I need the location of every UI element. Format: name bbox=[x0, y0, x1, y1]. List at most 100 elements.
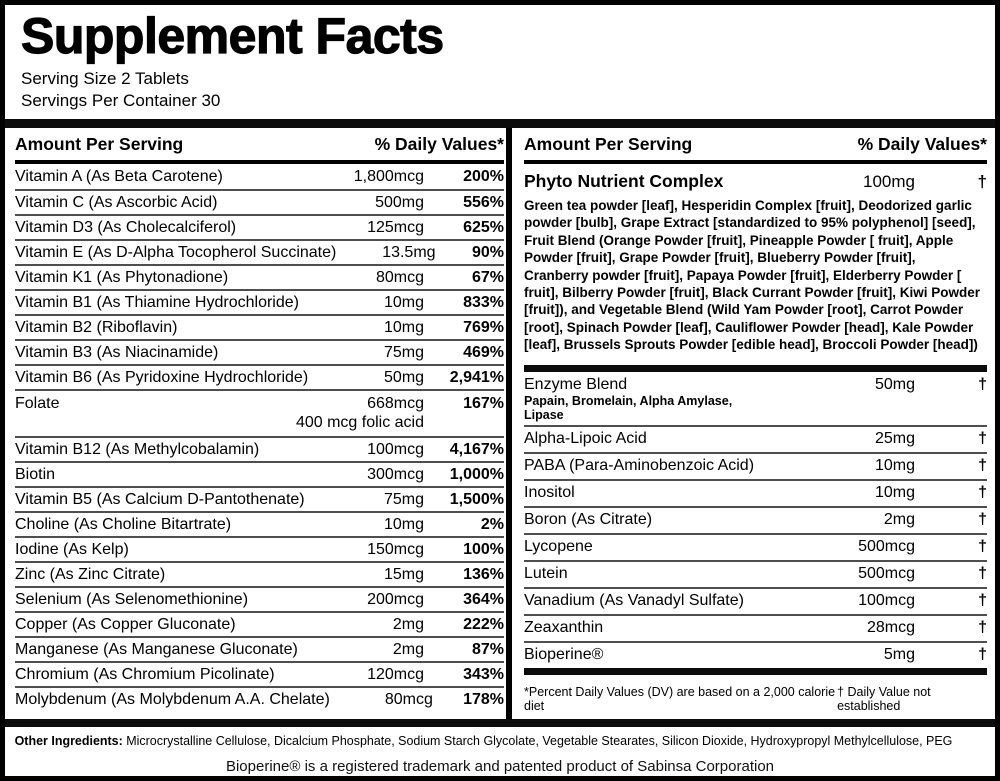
name-wrap: PABA (Para-Aminobenzoic Acid) bbox=[524, 457, 775, 475]
nutrient-dv: 625% bbox=[463, 218, 504, 236]
nutrient-amount: 50mg bbox=[874, 375, 915, 393]
trademark-note: Bioperine® is a registered trademark and… bbox=[225, 757, 775, 775]
nutrient-dv: 67% bbox=[471, 268, 504, 286]
page-title: Supplement Facts bbox=[20, 8, 444, 64]
table-row: Selenium (As Selenomethionine) 200mcg 364% bbox=[15, 586, 504, 611]
left-column-header: Amount Per Serving % Daily Values* bbox=[15, 128, 504, 164]
nutrient-name: Alpha-Lipoic Acid bbox=[524, 430, 647, 448]
name-wrap: Enzyme Blend Papain, Bromelain, Alpha Amy… bbox=[524, 376, 775, 422]
row-main: Molybdenum (As Molybdenum A.A. Chelate) 8… bbox=[15, 691, 504, 709]
nutrient-dv: † bbox=[978, 538, 987, 556]
row-main: Vitamin B2 (Riboflavin) 10mg 769% bbox=[15, 319, 504, 337]
table-row: Manganese (As Manganese Gluconate) 2mg 87% bbox=[15, 636, 504, 661]
nutrient-amount: 10mg bbox=[874, 457, 915, 475]
nutrient-dv: † bbox=[978, 430, 987, 448]
nutrient-amount: 2mg bbox=[883, 511, 915, 529]
name-wrap: Vanadium (As Vanadyl Sulfate) bbox=[524, 592, 775, 610]
nutrient-amount: 10mg bbox=[383, 318, 424, 336]
nutrient-name: Molybdenum (As Molybdenum A.A. Chelate) bbox=[15, 690, 330, 708]
row-main: Selenium (As Selenomethionine) 200mcg 364% bbox=[15, 591, 504, 609]
nutrient-dv: † bbox=[978, 484, 987, 502]
nutrient-dv: 2% bbox=[480, 515, 504, 533]
table-row: Vanadium (As Vanadyl Sulfate) 100mcg † bbox=[524, 586, 987, 614]
nutrient-name: Vitamin B2 (Riboflavin) bbox=[15, 318, 178, 336]
table-row: Vitamin B3 (As Niacinamide) 75mg 469% bbox=[15, 339, 504, 364]
nutrient-amount: 10mg bbox=[874, 484, 915, 502]
nutrient-dv: † bbox=[977, 172, 987, 191]
nutrient-amount: 125mcg bbox=[367, 218, 424, 236]
nutrient-amount: 5mg bbox=[883, 646, 915, 664]
table-row: Vitamin B1 (As Thiamine Hydrochloride) 10… bbox=[15, 289, 504, 314]
nutrient-name: Lycopene bbox=[524, 538, 593, 556]
phyto-complex-description: Green tea powder [leaf], Hesperidin Comp… bbox=[524, 198, 981, 353]
nutrient-amount: 2mg bbox=[392, 640, 424, 658]
nutrient-dv: 364% bbox=[463, 590, 504, 608]
nutrient-name: Boron (As Citrate) bbox=[524, 511, 653, 529]
nutrient-amount: 80mcg bbox=[384, 690, 433, 708]
row-main: Vitamin C (As Ascorbic Acid) 500mg 556% bbox=[15, 194, 504, 212]
name-wrap: Alpha-Lipoic Acid bbox=[524, 430, 775, 448]
bottom-thick-rule bbox=[5, 718, 995, 727]
table-row: Vitamin E (As D-Alpha Tocopherol Succina… bbox=[15, 239, 504, 264]
table-row: Vitamin B6 (As Pyridoxine Hydrochloride)… bbox=[15, 364, 504, 389]
table-row: Folate 668mcg 167% 400 mcg folic acid bbox=[15, 389, 504, 436]
nutrient-dv: † bbox=[978, 457, 987, 475]
other-ingredients: Other Ingredients: Microcrystalline Cell… bbox=[5, 727, 955, 753]
nutrient-amount: 28mcg bbox=[866, 619, 915, 637]
nutrient-name: Vitamin B12 (As Methylcobalamin) bbox=[15, 440, 260, 458]
column-header-daily-values: % Daily Values* bbox=[857, 133, 987, 154]
row-main: Vitamin B1 (As Thiamine Hydrochloride) 10… bbox=[15, 294, 504, 312]
column-divider bbox=[506, 128, 512, 719]
nutrient-amount: 15mg bbox=[383, 565, 424, 583]
nutrient-dv: 2,941% bbox=[449, 368, 504, 386]
table-row: Lycopene 500mcg † bbox=[524, 532, 987, 560]
right-nutrient-table: Enzyme Blend Papain, Bromelain, Alpha Amy… bbox=[524, 372, 987, 668]
nutrient-amount: 500mcg bbox=[858, 565, 915, 583]
nutrient-dv: † bbox=[978, 565, 987, 583]
row-main: Vitamin B6 (As Pyridoxine Hydrochloride)… bbox=[15, 369, 504, 387]
name-wrap: Zeaxanthin bbox=[524, 619, 775, 637]
name-wrap: Lutein bbox=[524, 565, 775, 583]
nutrient-amount: 100mcg bbox=[858, 592, 915, 610]
row-main: Chromium (As Chromium Picolinate) 120mcg 3… bbox=[15, 666, 504, 684]
nutrient-name: Vitamin B5 (As Calcium D-Pantothenate) bbox=[15, 490, 305, 508]
nutrient-name: Vitamin B1 (As Thiamine Hydrochloride) bbox=[15, 293, 299, 311]
nutrient-amount: 80mcg bbox=[375, 268, 424, 286]
name-wrap: Inositol bbox=[524, 484, 775, 502]
row-main: Copper (As Copper Gluconate) 2mg 222% bbox=[15, 616, 504, 634]
nutrient-dv: † bbox=[978, 619, 987, 637]
serving-size: Serving Size 2 Tablets bbox=[21, 69, 189, 88]
row-main: Folate 668mcg 167% bbox=[15, 395, 504, 413]
nutrient-name: Vitamin B3 (As Niacinamide) bbox=[15, 343, 219, 361]
name-wrap: Lycopene bbox=[524, 538, 775, 556]
row-main: Vitamin B12 (As Methylcobalamin) 100mcg 4,… bbox=[15, 441, 504, 459]
nutrient-amount: 500mcg bbox=[858, 538, 915, 556]
nutrient-name: Selenium (As Selenomethionine) bbox=[15, 590, 249, 608]
table-row: Vitamin B2 (Riboflavin) 10mg 769% bbox=[15, 314, 504, 339]
left-column: Amount Per Serving % Daily Values* Vitam… bbox=[5, 128, 506, 719]
nutrient-sub-amount: 400 mcg folic acid bbox=[295, 414, 424, 431]
nutrient-amount: 100mcg bbox=[367, 440, 424, 458]
top-thick-rule bbox=[5, 119, 995, 128]
nutrient-name: Folate bbox=[15, 395, 60, 412]
nutrient-name: Lutein bbox=[524, 565, 568, 583]
other-ingredients-label: Other Ingredients: bbox=[14, 732, 123, 748]
nutrient-name: Inositol bbox=[524, 484, 575, 502]
table-row: PABA (Para-Aminobenzoic Acid) 10mg † bbox=[524, 451, 987, 479]
nutrient-name: Choline (As Choline Bitartrate) bbox=[15, 515, 232, 533]
label-header: Supplement Facts Serving Size 2 Tablets … bbox=[5, 5, 995, 112]
nutrient-amount: 500mg bbox=[375, 193, 424, 211]
nutrient-name: Vitamin B6 (As Pyridoxine Hydrochloride) bbox=[15, 368, 309, 386]
column-header-amount: Amount Per Serving bbox=[15, 133, 184, 154]
table-row: Vitamin B5 (As Calcium D-Pantothenate) 75… bbox=[15, 486, 504, 511]
table-row: Molybdenum (As Molybdenum A.A. Chelate) 8… bbox=[15, 686, 504, 711]
nutrient-dv: † bbox=[978, 511, 987, 529]
nutrient-amount: 668mcg bbox=[367, 395, 424, 412]
table-row: Vitamin D3 (As Cholecalciferol) 125mcg 625… bbox=[15, 214, 504, 239]
nutrient-amount: 25mg bbox=[874, 430, 915, 448]
table-row: Inositol 10mg † bbox=[524, 478, 987, 506]
nutrient-name: Vanadium (As Vanadyl Sulfate) bbox=[524, 592, 744, 610]
nutrient-name: Vitamin K1 (As Phytonadione) bbox=[15, 268, 229, 286]
nutrient-name: Copper (As Copper Gluconate) bbox=[15, 615, 236, 633]
